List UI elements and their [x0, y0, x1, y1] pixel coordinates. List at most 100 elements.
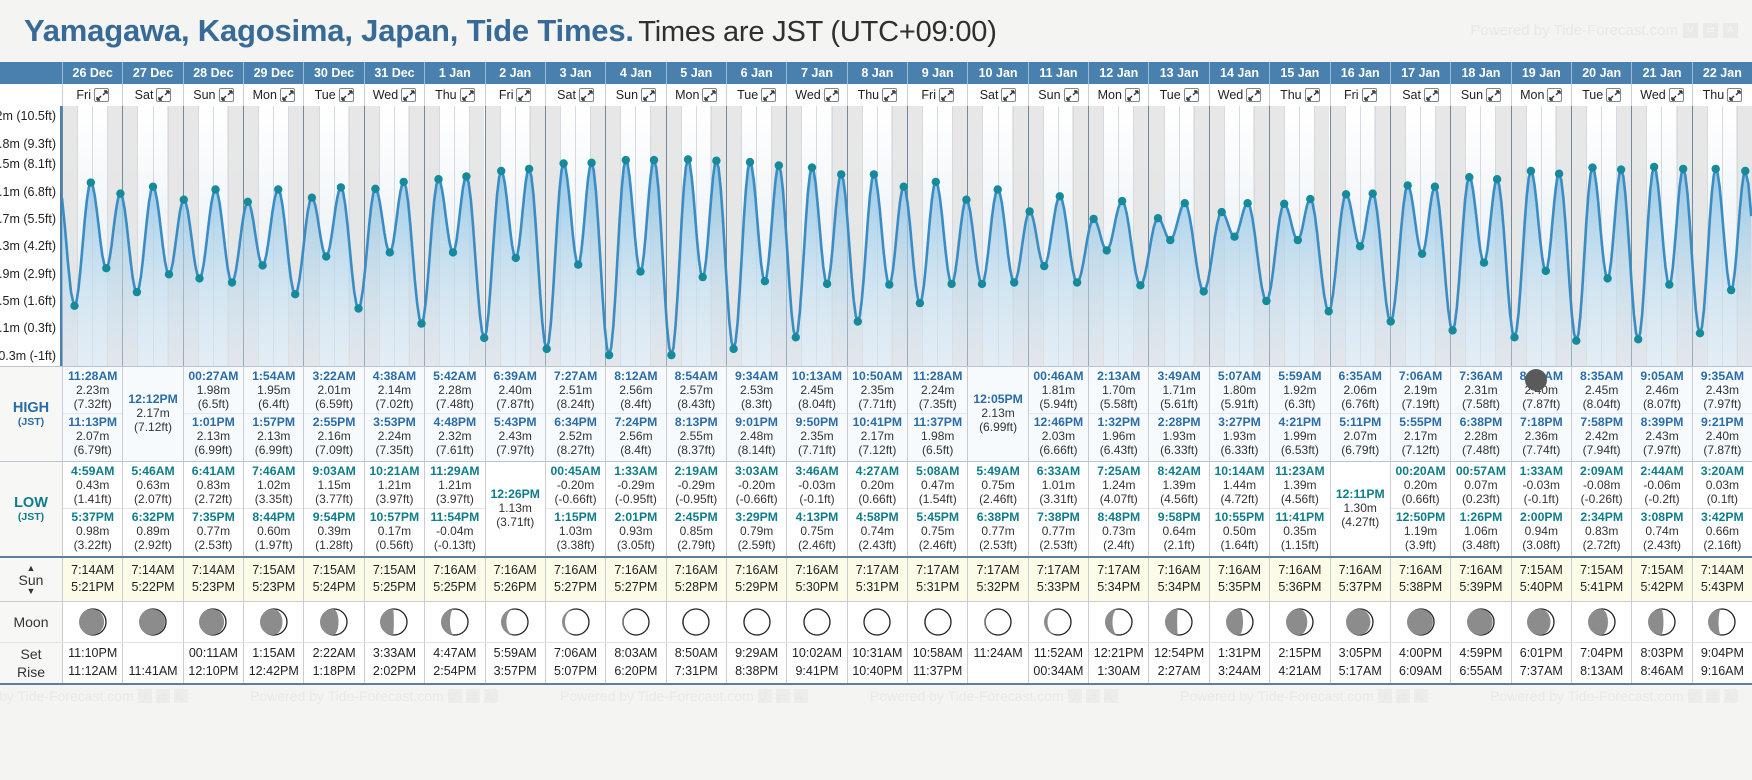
tide-event: 5:43PM 2.43m (7.97ft)	[485, 413, 545, 459]
moon-phase-cell	[1570, 602, 1632, 642]
hour-gridline	[288, 106, 290, 366]
tide-event: 1:32PM 1.96m (6.43ft)	[1089, 413, 1149, 459]
moonset-time: 9:29AM	[735, 646, 779, 660]
expand-icon[interactable]	[156, 88, 172, 102]
tide-event-height-ft: (-0.26ft)	[1580, 492, 1623, 506]
tide-event-height-ft: (3.97ft)	[375, 492, 414, 506]
expand-icon[interactable]	[1547, 88, 1563, 102]
expand-icon[interactable]	[1183, 88, 1199, 102]
tide-event: 7:36AM 2.31m (7.58ft)	[1451, 368, 1510, 413]
expand-icon[interactable]	[1606, 88, 1622, 102]
expand-icon[interactable]	[702, 88, 718, 102]
hour-gridline	[1133, 106, 1135, 366]
expand-icon[interactable]	[939, 88, 954, 102]
high-tide-row: HIGH (JST) 11:28AM 2.23m (7.32ft) 11:13PM 2.…	[0, 366, 1752, 461]
expand-icon[interactable]	[1246, 88, 1262, 102]
sunset-time: 5:33PM	[1036, 580, 1080, 594]
tide-event-time: 00:57AM	[1455, 464, 1506, 478]
high-tide-cell: 5:07AM 1.80m (5.91ft) 3:27PM 1.93m (6.33ft)	[1208, 367, 1270, 461]
moonset-time: 2:15PM	[1278, 646, 1322, 660]
expand-icon[interactable]	[516, 88, 532, 102]
moon-phase-cell	[62, 602, 123, 642]
expand-icon[interactable]	[1668, 88, 1684, 102]
tide-event-height-m: 0.75m	[981, 478, 1015, 492]
tide-event: 4:59AM 0.43m (1.41ft)	[63, 463, 122, 508]
tide-event-time: 6:38PM	[976, 510, 1020, 524]
day-header-cell: Wed	[1208, 84, 1269, 106]
low-tide-marker	[791, 333, 800, 342]
moonrise-time: 5:07PM	[554, 664, 598, 678]
tide-event-height-ft: (4.07ft)	[1099, 492, 1138, 506]
expand-icon[interactable]	[459, 88, 475, 102]
expand-icon[interactable]	[641, 88, 657, 102]
moon-phase-icon	[139, 608, 167, 636]
expand-icon[interactable]	[1423, 88, 1439, 102]
expand-icon[interactable]	[279, 88, 295, 102]
expand-icon[interactable]	[578, 88, 594, 102]
high-tide-cell: 7:06AM 2.19m (7.19ft) 5:55PM 2.17m (7.12ft)	[1389, 367, 1451, 461]
tide-event: 2:45PM 0.85m (2.79ft)	[666, 508, 726, 554]
expand-icon[interactable]	[1727, 88, 1743, 102]
sunrise-time: 7:17AM	[1036, 563, 1080, 577]
high-tide-cell: 7:27AM 2.51m (8.24ft) 6:34PM 2.52m (8.27ft)	[544, 367, 606, 461]
footer-watermark-badge: A	[1103, 689, 1118, 705]
sun-row-label: ▲ Sun ▼	[0, 558, 62, 601]
expand-icon[interactable]	[1361, 88, 1377, 102]
expand-icon[interactable]	[401, 88, 417, 102]
expand-icon[interactable]	[218, 88, 234, 102]
tide-event-time: 1:01PM	[192, 415, 235, 429]
expand-icon[interactable]	[1001, 88, 1017, 102]
tide-event-height-ft: (2.46ft)	[797, 538, 836, 552]
moon-setrise-cell: 9:29AM 8:38PM	[725, 643, 787, 683]
high-tide-marker	[1089, 214, 1098, 224]
chart-plot-area[interactable]	[62, 106, 1752, 366]
tide-event-time: 2:01PM	[614, 510, 658, 524]
sunrise-time: 7:15AM	[252, 563, 296, 577]
sun-cell: 7:16AM 5:29PM	[725, 558, 787, 601]
tide-event-height-ft: (1.54ft)	[918, 492, 957, 506]
tide-chart: 3.2m (10.5ft) 2.8m (9.3ft) 2.5m (8.1ft) 2.1…	[0, 106, 1752, 366]
moon-setrise-cell: 6:01PM 7:37AM	[1510, 643, 1571, 683]
tide-event-height-m: 0.93m	[619, 524, 653, 538]
chart-y-tick-label: 1.7m (5.5ft)	[0, 211, 56, 226]
moon-setrise-cell: 12:21PM 1:30AM	[1088, 643, 1149, 683]
footer-watermark-text: Powered by Tide-Forecast.com	[250, 688, 444, 704]
expand-icon[interactable]	[1124, 88, 1140, 102]
high-tide-cell: 4:38AM 2.14m (7.02ft) 3:53PM 2.24m (7.35ft)	[363, 367, 425, 461]
moon-phase-cell	[1208, 602, 1270, 642]
expand-icon[interactable]	[823, 88, 839, 102]
low-tide-marker	[1448, 326, 1457, 335]
expand-icon[interactable]	[93, 88, 109, 102]
expand-icon[interactable]	[1063, 88, 1079, 102]
sunset-time: 5:28PM	[674, 580, 718, 594]
tide-event-height-ft: (7.87ft)	[1522, 397, 1561, 411]
low-tide-cell: 9:03AM 1.15m (3.77ft) 9:54PM 0.39m (1.28ft)	[303, 462, 364, 556]
tide-event-time: 00:45AM	[550, 464, 601, 478]
expand-icon[interactable]	[1486, 88, 1502, 102]
high-tide-row-label: HIGH (JST)	[0, 367, 62, 461]
selected-point-indicator[interactable]	[1525, 369, 1547, 391]
low-tide-cell: 00:20AM 0.20m (0.66ft) 12:50PM 1.19m (3.9ft)	[1389, 462, 1451, 556]
tide-event-time: 9:01PM	[735, 415, 778, 429]
day-name-label: Fri	[1343, 88, 1359, 102]
footer-watermark-badge: A	[1723, 689, 1738, 705]
expand-icon[interactable]	[338, 88, 354, 102]
tide-area-fill	[62, 159, 1752, 366]
hour-gridline	[1420, 106, 1422, 366]
moon-phase-icon	[923, 608, 952, 636]
low-tide-label-sub: (JST)	[17, 511, 45, 523]
expand-icon[interactable]	[882, 88, 898, 102]
expand-icon[interactable]	[761, 88, 777, 102]
tide-event-time: 4:21PM	[1278, 415, 1322, 429]
moonrise-time: 3:24AM	[1217, 664, 1262, 678]
tide-event: 7:24PM 2.56m (8.4ft)	[606, 413, 666, 459]
expand-icon[interactable]	[1304, 88, 1320, 102]
low-tide-marker	[102, 264, 111, 273]
tide-event: 2:34PM 0.83m (2.72ft)	[1571, 508, 1632, 554]
high-tide-marker	[1711, 164, 1720, 174]
tide-event-height-ft: (7.12ft)	[134, 420, 173, 434]
sunrise-time: 7:15AM	[1519, 563, 1563, 577]
